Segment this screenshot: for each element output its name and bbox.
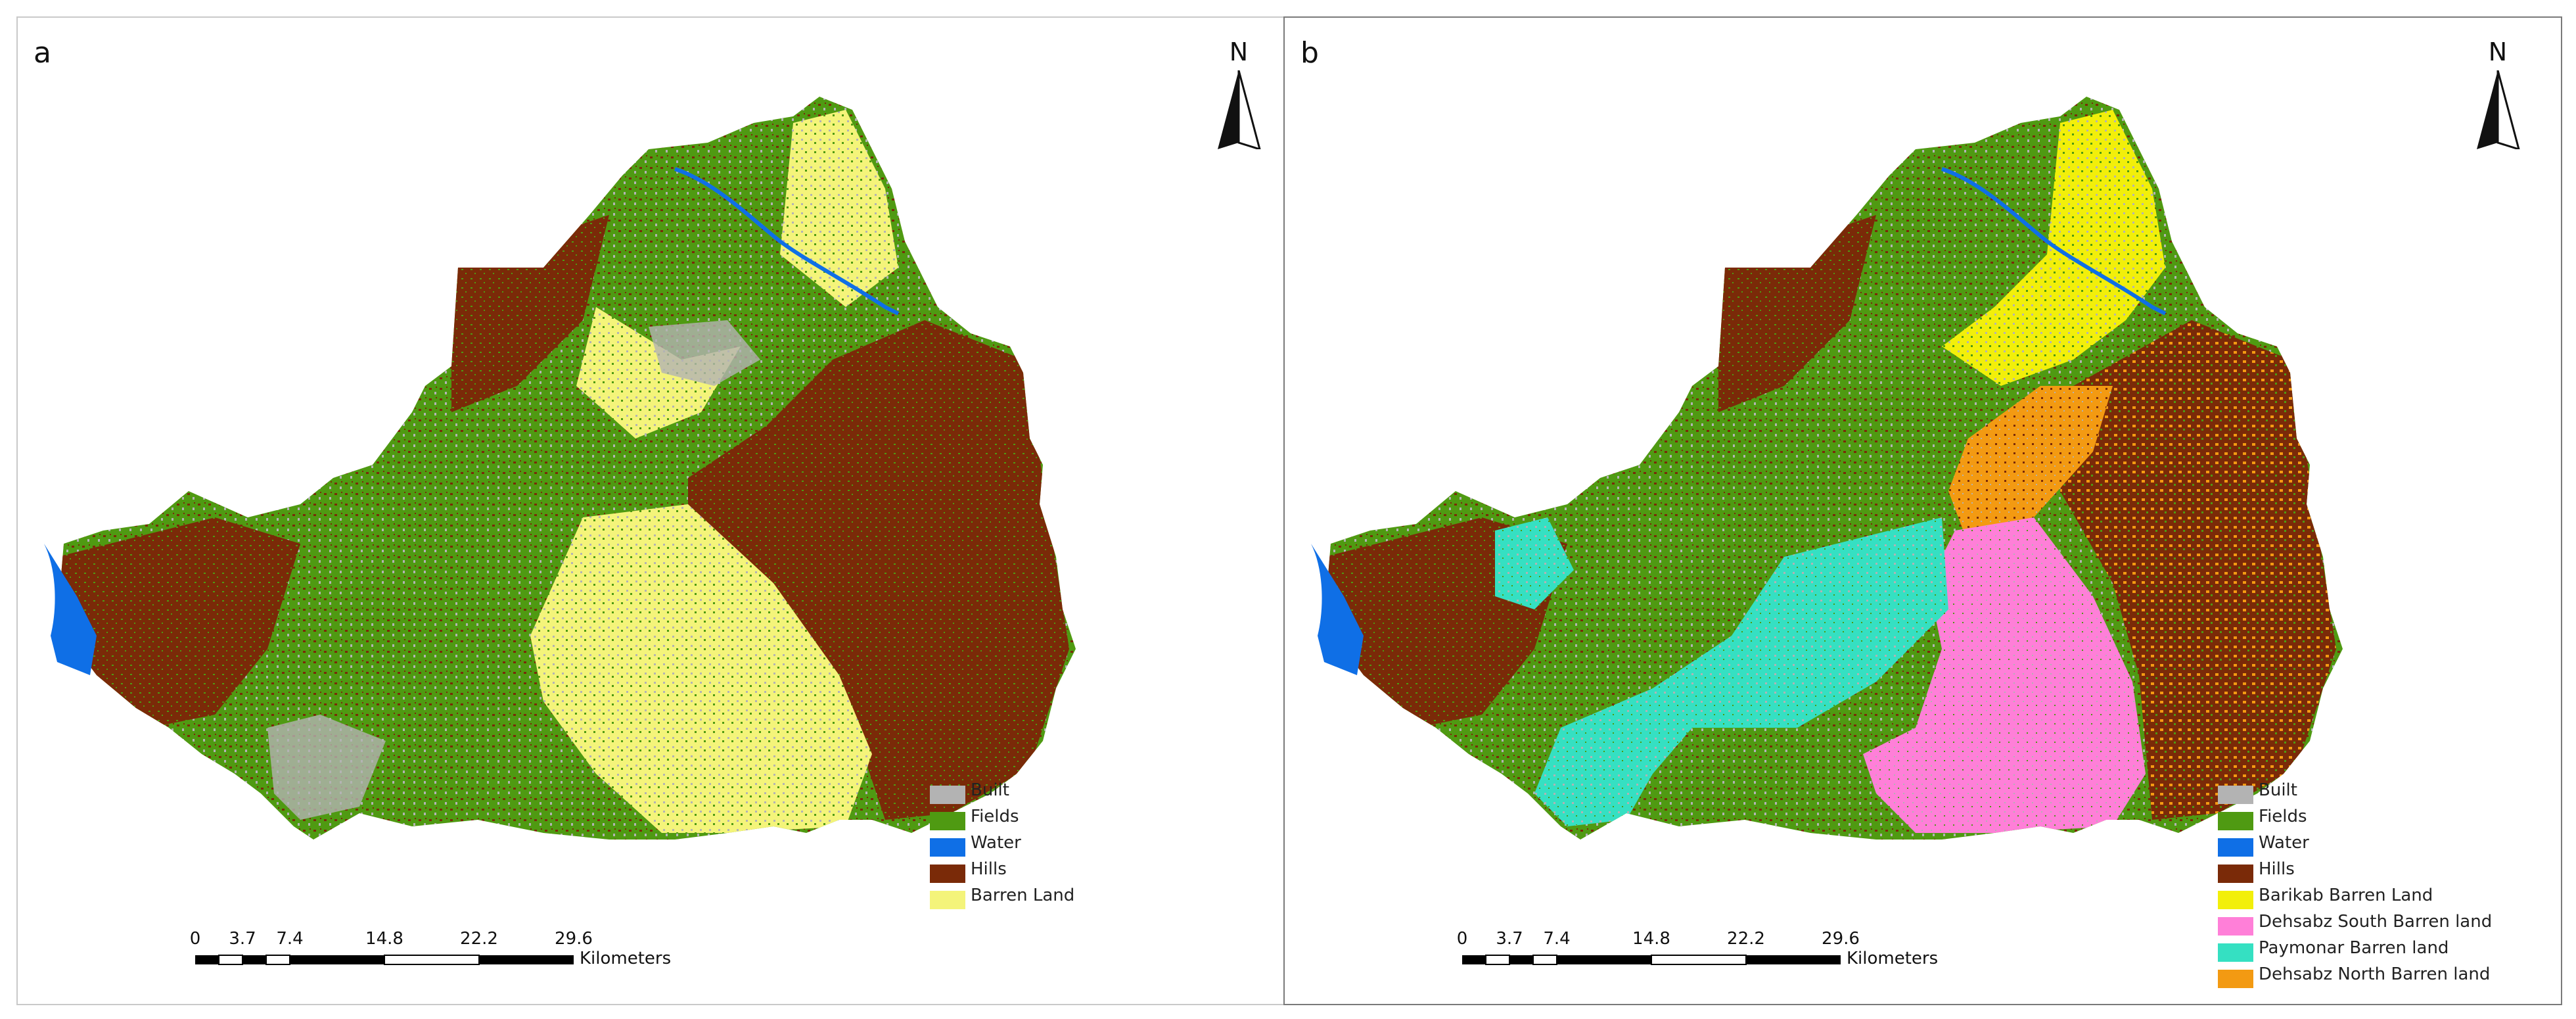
scale-tick-label: 14.8	[1632, 929, 1670, 949]
legend-label: Dehsabz South Barren land	[2259, 912, 2493, 932]
scale-tick-label: 14.8	[365, 929, 403, 949]
legend-label: Water	[2259, 833, 2309, 853]
north-arrow: N	[1212, 37, 1265, 162]
scale-bar-graphic	[1462, 955, 1841, 965]
legend-swatch	[930, 786, 965, 804]
legend-swatch	[2218, 838, 2253, 857]
legend-label: Hills	[2259, 859, 2295, 879]
panel-letter: a	[34, 36, 51, 70]
barren-land-central	[576, 307, 741, 438]
scale-tick-label: 29.6	[555, 929, 593, 949]
scale-bar: 0 3.7 7.4 14.8 22.2 29.6 Kilometers	[1446, 929, 1938, 1001]
river-line	[674, 167, 900, 316]
legend-swatch	[930, 865, 965, 883]
scale-tick-label: 0	[1456, 929, 1468, 949]
legend-label: Dehsabz North Barren land	[2259, 964, 2491, 984]
legend-label: Barikab Barren Land	[2259, 886, 2433, 905]
scale-bar-graphic	[195, 955, 574, 965]
legend-swatch	[2218, 786, 2253, 804]
scale-tick-label: 3.7	[229, 929, 256, 949]
hills-region-east	[688, 320, 1069, 820]
scale-tick-label: 7.4	[1543, 929, 1571, 949]
barren-land-south	[530, 504, 872, 833]
scale-units: Kilometers	[1847, 949, 1939, 968]
barren-land-northeast	[780, 110, 898, 307]
legend-label: Fields	[971, 807, 1019, 826]
legend-swatch	[2218, 891, 2253, 909]
legend-swatch	[2218, 865, 2253, 883]
land-cover-map-b	[1311, 97, 2343, 840]
scale-tick-label: 22.2	[460, 929, 498, 949]
legend-swatch	[2218, 970, 2253, 988]
hills-region-west	[57, 517, 300, 728]
scale-tick-label: 0	[189, 929, 201, 949]
water-body-west	[1311, 544, 1364, 675]
legend-label: Built	[971, 780, 1009, 800]
scale-tick-label: 29.6	[1822, 929, 1860, 949]
built-region-south	[267, 715, 386, 820]
fields-region	[1324, 97, 2343, 840]
legend-label: Fields	[2259, 807, 2307, 826]
legend-label: Paymonar Barren land	[2259, 938, 2449, 958]
north-arrow-icon	[2477, 70, 2520, 149]
map-panel-a: a N Built Fields Water Hills Barren Land	[16, 16, 1299, 1005]
legend-label: Barren Land	[971, 886, 1075, 905]
legend-label: Water	[971, 833, 1021, 853]
legend-label: Hills	[971, 859, 1007, 879]
water-body-west	[44, 544, 97, 675]
built-region-central	[649, 320, 760, 386]
legend-swatch	[930, 812, 965, 830]
legend-swatch	[2218, 812, 2253, 830]
legend-swatch	[930, 891, 965, 909]
map-panel-b: b N Built Fields Water Hills Barikab Bar…	[1283, 16, 2562, 1005]
paymonar-barren-west	[1495, 517, 1574, 609]
dehsabz-north-barren-west	[1416, 340, 1521, 445]
land-cover-map-a	[44, 97, 1076, 840]
north-arrow: N	[2472, 37, 2524, 162]
paymonar-barren-south	[1534, 517, 1948, 826]
panel-letter: b	[1300, 36, 1319, 70]
legend-swatch	[2218, 917, 2253, 936]
legend-label: Built	[2259, 780, 2297, 800]
north-label: N	[1229, 37, 1249, 66]
scale-units: Kilometers	[580, 949, 672, 968]
north-arrow-icon	[1218, 70, 1261, 149]
dehsabz-north-barren-central	[1948, 386, 2113, 544]
legend-swatch	[930, 838, 965, 857]
scale-tick-label: 22.2	[1727, 929, 1765, 949]
scale-tick-label: 3.7	[1496, 929, 1523, 949]
river-line	[1941, 167, 2167, 316]
scale-bar: 0 3.7 7.4 14.8 22.2 29.6 Kilometers	[179, 929, 671, 1001]
legend-swatch	[2218, 943, 2253, 962]
scale-tick-label: 7.4	[276, 929, 304, 949]
north-label: N	[2488, 37, 2508, 66]
hills-region-east	[2060, 320, 2336, 820]
